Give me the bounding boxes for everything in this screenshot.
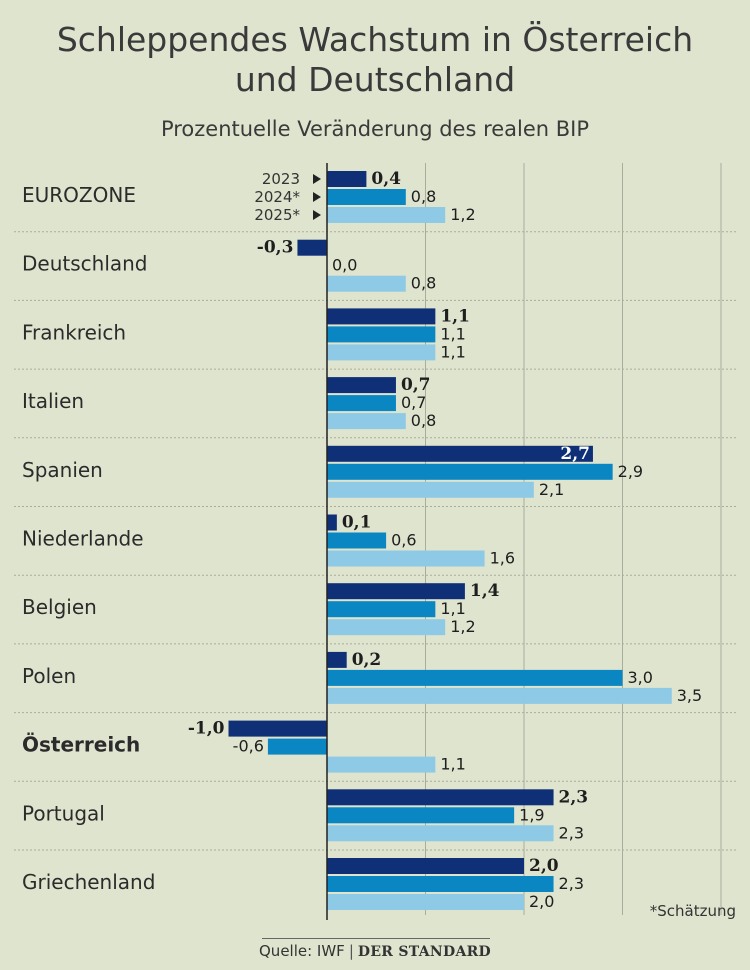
bar-2025-1 bbox=[327, 275, 406, 292]
source-divider bbox=[262, 938, 490, 939]
data-label: 2,7 bbox=[560, 444, 590, 464]
bar-2023-9 bbox=[327, 789, 554, 806]
category-label: EUROZONE bbox=[22, 183, 136, 207]
data-label: 0,2 bbox=[352, 650, 382, 670]
data-label: 1,1 bbox=[440, 324, 465, 343]
bar-2025-8 bbox=[327, 756, 436, 773]
publisher-brand: DER STANDARD bbox=[357, 944, 491, 960]
chart-title: Schleppendes Wachstum in Österreich und … bbox=[0, 20, 750, 100]
bar-2023-3 bbox=[327, 377, 396, 394]
bar-2024-9 bbox=[327, 807, 515, 824]
title-line-1: Schleppendes Wachstum in Österreich bbox=[56, 20, 694, 59]
data-label: 2,9 bbox=[618, 462, 643, 481]
bar-2025-7 bbox=[327, 687, 672, 704]
bar-2024-5 bbox=[327, 532, 387, 549]
bar-2023-6 bbox=[327, 583, 465, 600]
data-label: 2,3 bbox=[559, 823, 584, 842]
data-label: 2,3 bbox=[559, 787, 589, 807]
data-label: 2,0 bbox=[529, 892, 554, 911]
category-label: Niederlande bbox=[22, 527, 144, 551]
bar-2024-6 bbox=[327, 601, 436, 618]
legend-label-2024: 2024* bbox=[254, 188, 300, 206]
data-label: 1,9 bbox=[519, 805, 544, 824]
footnote: *Schätzung bbox=[649, 902, 736, 920]
legend-label-2023: 2023 bbox=[262, 170, 300, 188]
data-label: 1,1 bbox=[440, 755, 465, 774]
bar-2023-0 bbox=[327, 171, 367, 187]
bar-2024-8 bbox=[267, 738, 327, 755]
bar-2025-3 bbox=[327, 413, 406, 430]
data-label: 0,8 bbox=[411, 187, 436, 206]
category-label: Frankreich bbox=[22, 320, 126, 344]
data-label: 0,0 bbox=[332, 256, 357, 275]
category-label: Spanien bbox=[22, 458, 103, 482]
source-separator: | bbox=[348, 942, 354, 960]
bar-2024-3 bbox=[327, 395, 396, 412]
bar-2024-0 bbox=[327, 189, 406, 205]
category-label: Griechenland bbox=[22, 870, 155, 894]
legend-label-2025: 2025* bbox=[254, 206, 300, 224]
data-label: 1,2 bbox=[450, 617, 475, 636]
bar-2025-4 bbox=[327, 481, 534, 498]
bar-2024-4 bbox=[327, 463, 613, 480]
category-label: Deutschland bbox=[22, 252, 148, 276]
category-label: Portugal bbox=[22, 801, 105, 825]
bar-2023-2 bbox=[327, 308, 436, 325]
data-label: -0,3 bbox=[257, 238, 294, 258]
data-label: 0,7 bbox=[401, 375, 431, 395]
bar-2025-2 bbox=[327, 344, 436, 361]
category-label: Österreich bbox=[22, 733, 140, 757]
legend-arrow-icon bbox=[313, 174, 321, 184]
data-label: 0,8 bbox=[411, 274, 436, 293]
legend-arrow-icon bbox=[313, 192, 321, 202]
category-label: Polen bbox=[22, 664, 76, 688]
category-label: Italien bbox=[22, 389, 84, 413]
data-label: -0,6 bbox=[233, 737, 264, 756]
data-label: 3,5 bbox=[677, 686, 702, 705]
bar-2023-5 bbox=[327, 514, 337, 531]
data-label: 1,6 bbox=[490, 549, 515, 568]
data-label: 0,6 bbox=[391, 531, 416, 550]
data-label: 1,4 bbox=[470, 581, 500, 601]
bar-2024-10 bbox=[327, 876, 554, 892]
bar-2023-10 bbox=[327, 858, 524, 874]
data-label: 0,7 bbox=[401, 393, 426, 412]
bar-2024-2 bbox=[327, 326, 436, 343]
bar-2025-0 bbox=[327, 207, 446, 223]
data-label: 0,1 bbox=[342, 513, 372, 533]
bar-2023-8 bbox=[228, 720, 327, 737]
data-label: 3,0 bbox=[628, 668, 653, 687]
data-label: 1,2 bbox=[450, 205, 475, 224]
data-label: 0,4 bbox=[371, 169, 401, 189]
bar-2024-7 bbox=[327, 669, 623, 686]
legend-arrow-icon bbox=[313, 210, 321, 220]
title-line-2: und Deutschland bbox=[234, 60, 516, 99]
bar-2025-6 bbox=[327, 619, 446, 636]
bar-2025-10 bbox=[327, 894, 524, 910]
data-label: 2,0 bbox=[529, 856, 559, 876]
source-line: Quelle: IWF | DER STANDARD bbox=[0, 942, 750, 960]
data-label: 2,3 bbox=[559, 874, 584, 893]
source-label: Quelle: IWF bbox=[259, 942, 345, 960]
chart-subtitle: Prozentuelle Veränderung des realen BIP bbox=[160, 117, 590, 141]
data-label: -1,0 bbox=[188, 719, 225, 739]
bar-2023-4 bbox=[327, 445, 593, 462]
bar-2025-5 bbox=[327, 550, 485, 567]
data-label: 1,1 bbox=[440, 342, 465, 361]
data-label: 1,1 bbox=[440, 599, 465, 618]
category-label: Belgien bbox=[22, 595, 97, 619]
data-label: 2,1 bbox=[539, 480, 564, 499]
bar-2023-7 bbox=[327, 651, 347, 668]
data-label: 0,8 bbox=[411, 411, 436, 430]
bar-2025-9 bbox=[327, 825, 554, 842]
bar-2023-1 bbox=[297, 239, 327, 256]
data-label: 1,1 bbox=[440, 306, 470, 326]
